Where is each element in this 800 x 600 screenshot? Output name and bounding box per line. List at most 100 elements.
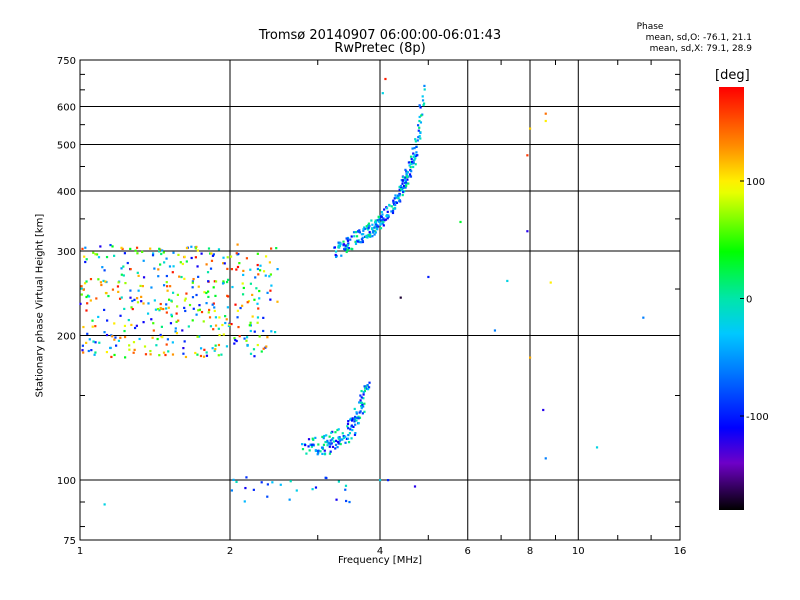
data-point [81,247,84,250]
data-point [94,253,97,256]
data-point [413,158,416,161]
data-point [131,307,134,311]
data-point [417,129,420,132]
data-point [301,448,305,451]
data-point [406,178,409,181]
data-point [259,264,262,267]
data-point [191,319,194,322]
data-point [459,220,462,224]
data-point [358,401,361,404]
data-point [194,256,197,259]
data-point [253,330,256,333]
data-point [133,348,136,351]
data-point [81,344,85,347]
data-point [114,344,118,347]
data-point [225,345,229,348]
data-point [405,184,408,187]
data-point [544,119,547,123]
data-point [214,316,218,319]
data-point [413,153,416,156]
data-point [421,95,424,98]
data-point [347,441,351,444]
data-point [118,297,122,300]
x-axis-label: Frequency [MHz] [337,555,423,566]
data-point [260,481,263,484]
data-point [150,286,153,289]
data-point [401,179,404,182]
data-point [402,185,406,188]
data-point [113,353,116,357]
data-point [88,338,91,341]
data-point [398,192,401,196]
data-point [334,431,337,434]
data-point [191,280,195,283]
data-point [310,443,313,446]
chart-title: Tromsø 20140907 06:00:00-06:01:43 [258,28,502,43]
data-point [162,307,165,311]
data-point [195,293,198,297]
data-point [354,432,357,435]
data-point [157,275,160,278]
data-point [210,252,213,255]
data-point [196,335,199,338]
data-point [347,433,350,437]
data-point [368,224,371,227]
data-point [328,435,331,438]
data-point [245,336,249,339]
data-point [273,330,277,334]
data-point [169,322,173,325]
data-point [149,247,152,250]
data-point [226,256,229,259]
data-point [137,274,140,277]
x-tick-label: 10 [572,546,585,557]
data-point [353,420,356,423]
data-point [105,255,109,259]
data-point [221,323,224,327]
data-point [237,252,240,256]
data-point [336,440,340,444]
data-point [345,437,348,440]
data-point [404,180,408,183]
data-point [131,299,134,303]
data-point [330,442,333,445]
data-point [368,381,371,384]
data-point [358,411,361,414]
data-point [400,186,403,189]
data-point [326,439,329,443]
data-point [175,312,178,315]
data-point [128,348,131,351]
data-point [194,247,197,250]
data-point [123,335,127,339]
data-point [198,335,201,338]
data-point [170,315,174,318]
data-point [384,218,388,221]
data-point [94,325,97,328]
data-point [86,294,90,297]
data-point [399,184,403,188]
data-point [120,296,123,299]
data-point [120,273,123,276]
data-point [401,190,405,194]
data-point [146,312,150,315]
data-point [367,235,370,238]
data-point [197,275,200,278]
data-point [529,127,532,130]
data-point [270,284,273,287]
data-point [142,321,145,324]
data-point [236,316,239,319]
data-point [101,266,104,269]
data-point [214,324,218,327]
data-point [103,331,106,334]
data-point [334,253,337,257]
data-point [363,387,367,390]
data-point [331,436,335,440]
data-point [248,324,251,327]
data-point [394,203,397,207]
data-point [129,296,132,299]
data-point [334,255,338,259]
data-point [418,115,421,119]
data-point [334,443,338,447]
data-point [322,437,325,440]
data-point [132,351,135,354]
data-point [346,422,350,425]
